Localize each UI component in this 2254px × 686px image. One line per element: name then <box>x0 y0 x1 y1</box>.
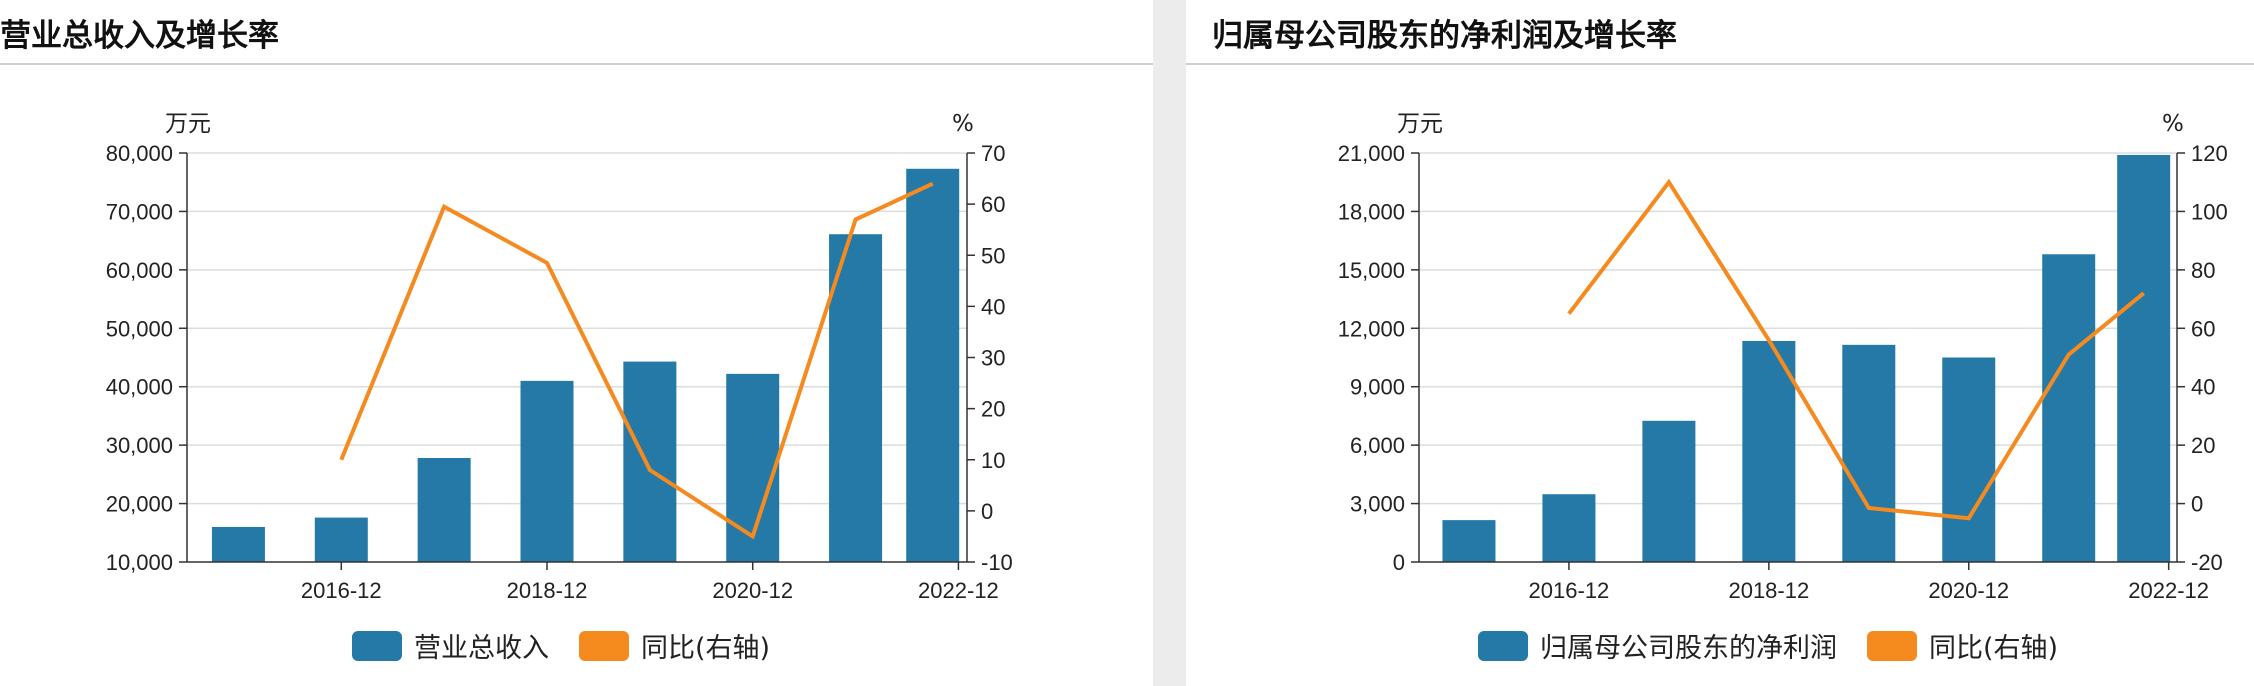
bar <box>417 457 471 562</box>
left-axis-tick-label: 40,000 <box>106 375 173 400</box>
bar <box>2042 254 2096 562</box>
right-axis-tick-label: 70 <box>981 141 1005 166</box>
right-axis-tick-label: 80 <box>2191 258 2215 283</box>
legend-label-line: 同比(右轴) <box>1929 633 2059 664</box>
left-axis-tick-label: 18,000 <box>1338 199 1405 224</box>
left-axis-tick-label: 0 <box>1393 550 1405 575</box>
net-profit-chart: 0 3,000 6,000 9,000 12,000 15,000 18,000 21,000… <box>1338 111 2228 603</box>
left-axis-tick-label: 15,000 <box>1338 258 1405 283</box>
left-axis-tick-label: 30,000 <box>106 433 173 458</box>
legend-label-bars: 归属母公司股东的净利润 <box>1540 633 1837 664</box>
bar <box>1942 357 1996 562</box>
chart-title: 归属母公司股东的净利润及增长率 <box>1212 18 1677 54</box>
bar <box>1842 344 1896 562</box>
right-axis-tick-label: 20 <box>2191 433 2215 458</box>
x-axis-tick-label: 2018-12 <box>1728 578 1809 603</box>
left-axis-tick-label: 60,000 <box>106 258 173 283</box>
bar <box>623 361 677 562</box>
legend-item-line[interactable]: 同比(右轴) <box>579 626 770 665</box>
legend-swatch-line <box>1867 630 1917 661</box>
bar <box>829 234 883 563</box>
right-axis-tick-label: 40 <box>981 294 1005 319</box>
bar <box>314 517 368 562</box>
title-divider <box>0 63 1153 65</box>
revenue-chart: 10,000 20,000 30,000 40,000 50,000 60,000 70,0… <box>106 111 1013 603</box>
legend-item-bars[interactable]: 营业总收入 <box>352 626 549 665</box>
x-axis-tick-label: 2022-12 <box>918 578 999 603</box>
left-axis-tick-label: 12,000 <box>1338 316 1405 341</box>
legend: 营业总收入 同比(右轴) <box>352 626 800 665</box>
x-axis-tick-label: 2016-12 <box>1529 578 1610 603</box>
right-axis-tick-label: 10 <box>981 448 1005 473</box>
right-axis-tick-label: 120 <box>2191 141 2228 166</box>
right-axis-tick-label: 20 <box>981 397 1005 422</box>
bar <box>906 168 960 563</box>
left-axis-tick-label: 20,000 <box>106 492 173 517</box>
x-axis-tick-label: 2020-12 <box>712 578 793 603</box>
legend-swatch-bar <box>352 630 402 661</box>
legend-item-bars[interactable]: 归属母公司股东的净利润 <box>1478 626 1837 665</box>
right-axis-tick-label: 30 <box>981 346 1005 371</box>
x-axis-tick-label: 2022-12 <box>2128 578 2209 603</box>
left-axis-tick-label: 10,000 <box>106 550 173 575</box>
legend-label-line: 同比(右轴) <box>641 633 771 664</box>
legend-swatch-bar <box>1478 630 1528 661</box>
bar <box>1642 420 1696 562</box>
x-axis-tick-label: 2020-12 <box>1928 578 2009 603</box>
right-axis-tick-label: -20 <box>2191 550 2223 575</box>
left-axis-unit: 万元 <box>1397 111 1443 137</box>
right-axis-tick-label: 60 <box>981 192 1005 217</box>
bar <box>2117 154 2171 562</box>
growth-line <box>339 181 934 540</box>
left-axis-unit: 万元 <box>165 111 211 137</box>
left-axis-tick-label: 9,000 <box>1350 375 1405 400</box>
right-axis-tick-label: 40 <box>2191 375 2215 400</box>
chart-title: 营业总收入及增长率 <box>0 18 279 54</box>
panel-divider <box>1153 0 1186 686</box>
legend-label-bars: 营业总收入 <box>414 633 549 664</box>
right-axis-tick-label: 0 <box>981 499 993 524</box>
right-axis-tick-label: 50 <box>981 243 1005 268</box>
left-axis-tick-label: 6,000 <box>1350 433 1405 458</box>
left-axis-tick-label: 50,000 <box>106 316 173 341</box>
right-axis-tick-label: -10 <box>981 550 1013 575</box>
right-axis-unit: % <box>2162 111 2184 137</box>
bar <box>211 526 265 562</box>
chart-panel-net-profit: 归属母公司股东的净利润及增长率 0 3,000 6,000 9,000 12,000 15… <box>1186 0 2254 686</box>
left-axis-tick-label: 21,000 <box>1338 141 1405 166</box>
left-axis-tick-label: 3,000 <box>1350 492 1405 517</box>
x-axis-tick-label: 2016-12 <box>301 578 382 603</box>
right-axis-unit: % <box>952 111 974 137</box>
right-axis-tick-label: 60 <box>2191 316 2215 341</box>
bar <box>520 380 574 562</box>
growth-line <box>1567 178 2145 521</box>
right-axis-tick-label: 0 <box>2191 492 2203 517</box>
right-axis-tick-label: 100 <box>2191 199 2228 224</box>
left-axis-tick-label: 70,000 <box>106 199 173 224</box>
bar <box>1542 494 1596 562</box>
left-axis-tick-label: 80,000 <box>106 141 173 166</box>
title-divider <box>1186 63 2254 65</box>
legend-item-line[interactable]: 同比(右轴) <box>1867 626 2058 665</box>
x-axis-tick-label: 2018-12 <box>507 578 588 603</box>
bar <box>1442 520 1496 562</box>
legend: 归属母公司股东的净利润 同比(右轴) <box>1478 626 2088 665</box>
chart-panel-revenue: 营业总收入及增长率 10,000 20,000 30,000 40,000 50,000… <box>0 18 1153 665</box>
legend-swatch-line <box>579 630 629 661</box>
bar <box>1742 340 1796 562</box>
